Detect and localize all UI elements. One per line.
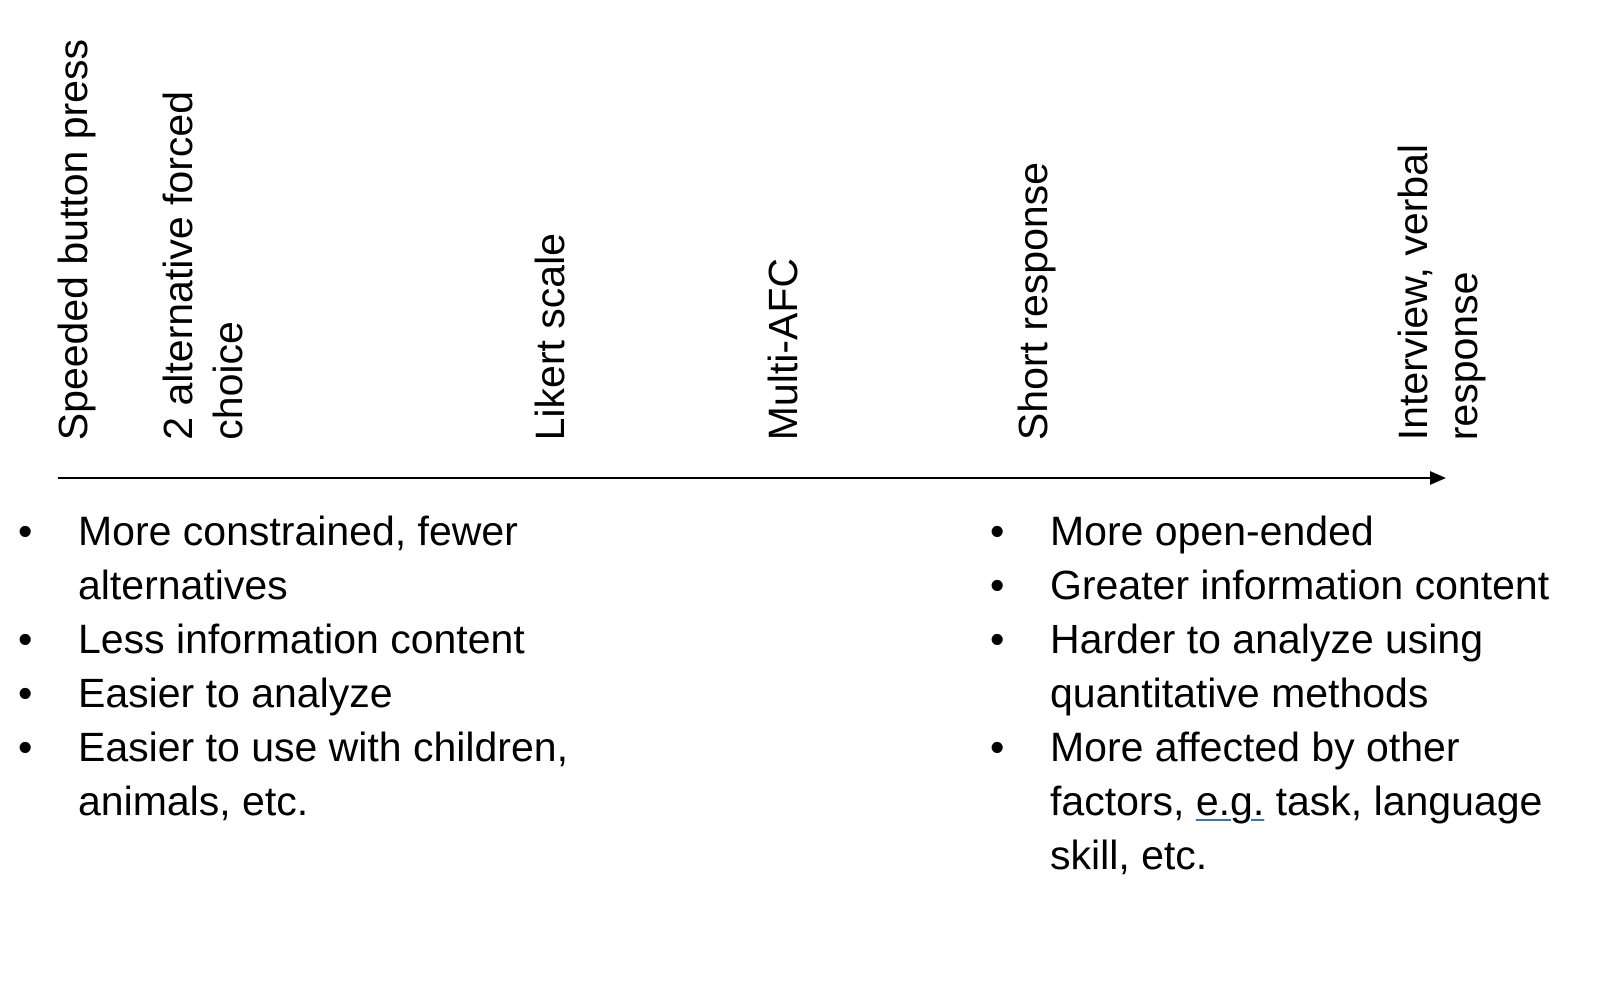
list-item: Harder to analyze using quantitative met… (990, 612, 1595, 720)
list-item: Greater information content (990, 558, 1595, 612)
list-item-text: More affected by other factors, (1050, 724, 1460, 824)
constrained-properties-list: More constrained, fewer alternatives Les… (18, 504, 618, 828)
list-item: Less information content (18, 612, 618, 666)
spellcheck-underlined-text: e.g. (1195, 778, 1265, 824)
list-item: More constrained, fewer alternatives (18, 504, 618, 612)
list-item: Easier to analyze (18, 666, 618, 720)
open-ended-properties-list: More open-ended Greater information cont… (990, 504, 1595, 882)
list-item-text: task, language skill, etc. (1050, 778, 1543, 878)
list-item: More affected by other factors, e.g. tas… (990, 720, 1595, 882)
list-item: Easier to use with children, animals, et… (18, 720, 618, 828)
list-item: More open-ended (990, 504, 1595, 558)
arrow-head (1430, 471, 1446, 485)
